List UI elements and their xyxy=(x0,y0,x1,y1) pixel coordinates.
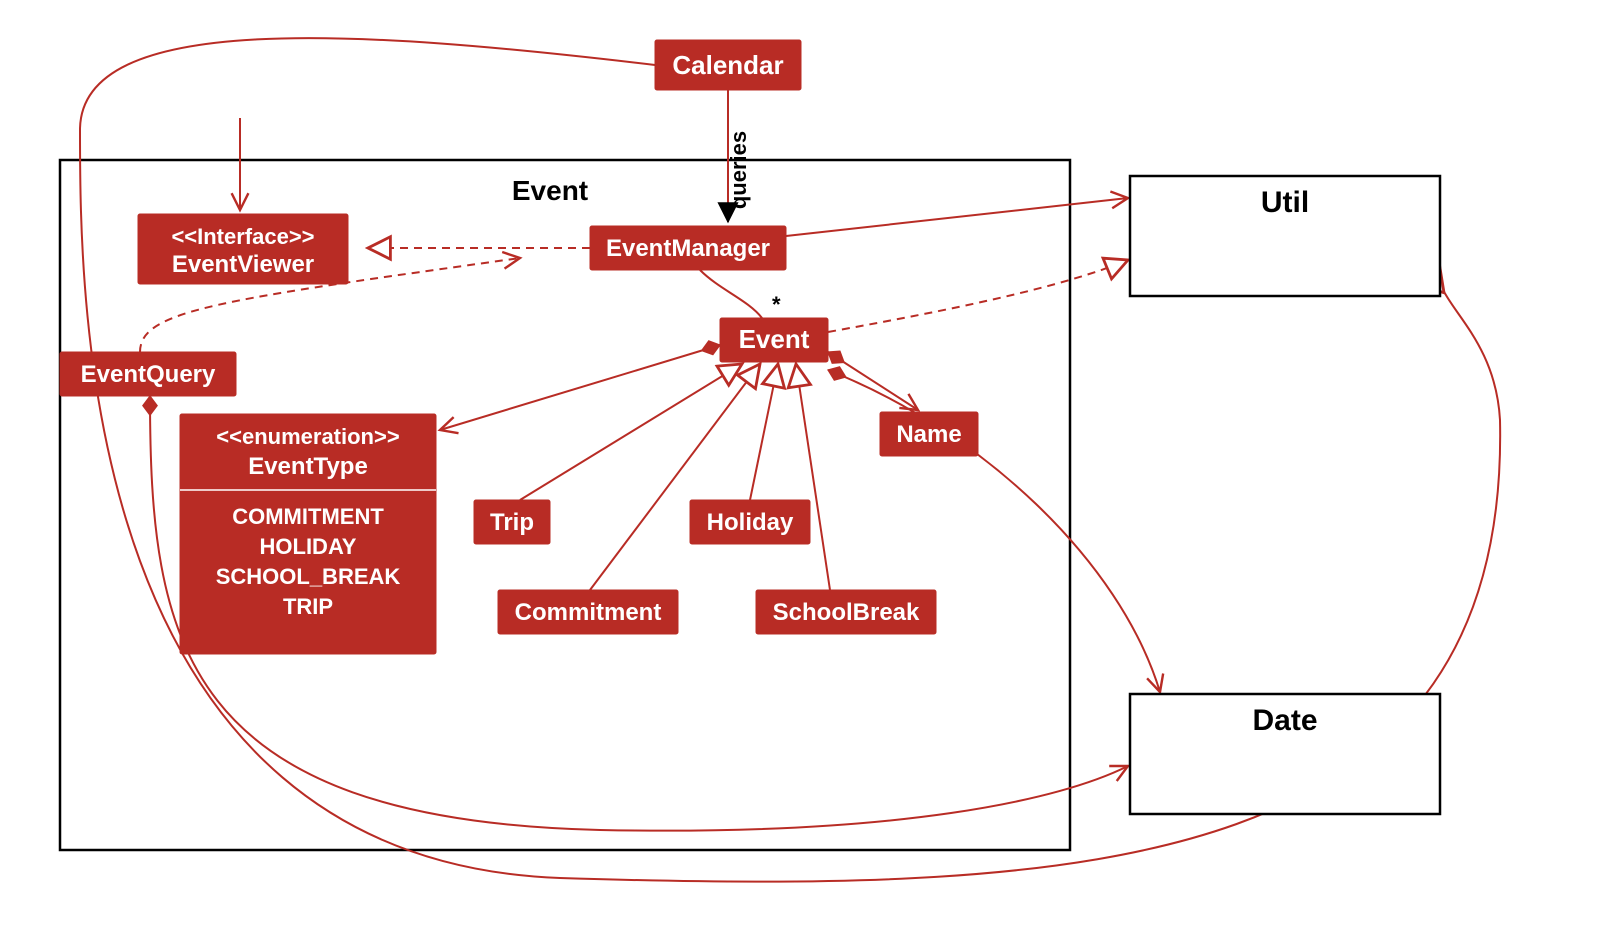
edge-event-name xyxy=(828,352,918,410)
svg-text:EventType: EventType xyxy=(248,453,368,480)
svg-text:SCHOOL_BREAK: SCHOOL_BREAK xyxy=(216,564,401,589)
edge-event-date xyxy=(828,370,1160,692)
svg-text:Util: Util xyxy=(1261,186,1309,219)
svg-text:COMMITMENT: COMMITMENT xyxy=(232,504,384,529)
package-title: Event xyxy=(512,175,588,206)
svg-text:HOLIDAY: HOLIDAY xyxy=(260,534,357,559)
node-commitment: Commitment xyxy=(498,590,678,634)
svg-text:Date: Date xyxy=(1252,704,1317,737)
edge-schoolbreak-event xyxy=(796,364,830,590)
edge-eventmanager-event xyxy=(700,270,762,318)
svg-text:TRIP: TRIP xyxy=(283,594,333,619)
node-schoolbreak: SchoolBreak xyxy=(756,590,936,634)
svg-text:EventManager: EventManager xyxy=(606,235,770,262)
svg-text:SchoolBreak: SchoolBreak xyxy=(773,599,920,626)
edge-holiday-event xyxy=(750,364,778,500)
node-date: Date xyxy=(1130,694,1440,814)
edge-mult-star: * xyxy=(772,292,781,317)
node-calendar: Calendar xyxy=(655,40,801,90)
svg-text:Calendar: Calendar xyxy=(672,50,783,80)
svg-text:Name: Name xyxy=(896,421,961,448)
node-eventviewer: <<Interface>> EventViewer xyxy=(138,214,348,284)
node-trip: Trip xyxy=(474,500,550,544)
node-util: Util xyxy=(1130,176,1440,296)
svg-text:Commitment: Commitment xyxy=(515,599,662,626)
svg-text:<<enumeration>>: <<enumeration>> xyxy=(216,424,399,449)
edge-event-util-dashed xyxy=(828,260,1128,332)
svg-text:Holiday: Holiday xyxy=(707,509,794,536)
edge-eventmanager-util xyxy=(786,198,1128,236)
node-holiday: Holiday xyxy=(690,500,810,544)
svg-text:<<Interface>>: <<Interface>> xyxy=(171,224,314,249)
svg-text:Event: Event xyxy=(739,324,810,354)
node-eventmanager: EventManager xyxy=(590,226,786,270)
edge-label-queries: queries xyxy=(726,131,751,209)
svg-text:Trip: Trip xyxy=(490,509,534,536)
edge-event-enum xyxy=(440,345,720,430)
node-eventquery: EventQuery xyxy=(60,352,236,396)
svg-text:EventViewer: EventViewer xyxy=(172,251,314,278)
svg-text:EventQuery: EventQuery xyxy=(81,361,216,388)
node-name: Name xyxy=(880,412,978,456)
node-event: Event xyxy=(720,318,828,362)
uml-diagram: Event queries * Calendar <<Interface>> E xyxy=(0,0,1612,928)
edge-commitment-event xyxy=(590,364,760,590)
node-eventtype-enum: <<enumeration>> EventType COMMITMENT HOL… xyxy=(180,414,436,654)
